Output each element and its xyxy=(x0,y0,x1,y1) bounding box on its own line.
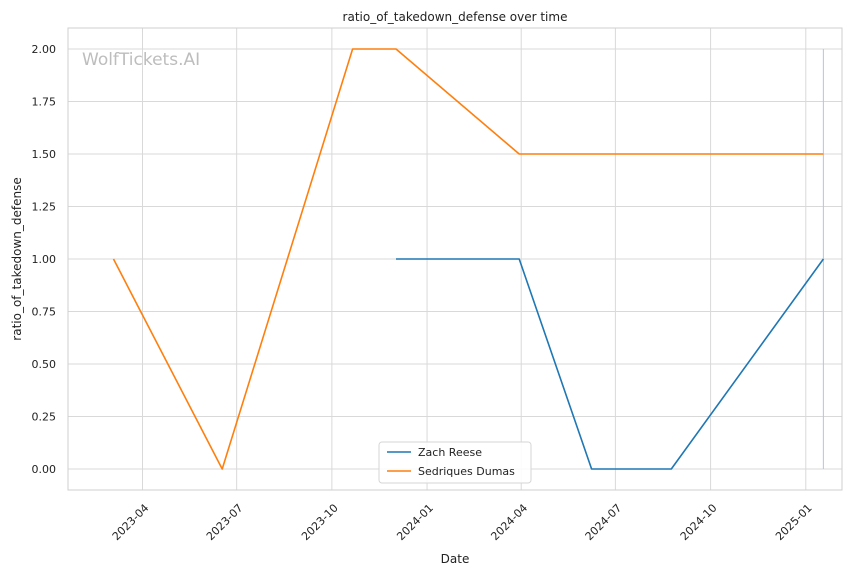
y-tick-label: 0.00 xyxy=(32,463,57,476)
y-axis-title: ratio_of_takedown_defense xyxy=(10,177,24,340)
watermark: WolfTickets.AI xyxy=(82,50,200,70)
legend-box xyxy=(378,441,532,484)
y-tick-label: 1.00 xyxy=(32,253,57,266)
series-lines xyxy=(112,48,825,470)
legend-label-zach-reese: Zach Reese xyxy=(418,446,482,459)
y-tick-label: 0.75 xyxy=(32,306,57,319)
series-line-zach-reese xyxy=(396,258,825,470)
series-line-sedriques-dumas xyxy=(112,48,824,470)
legend: Zach Reese Sedriques Dumas xyxy=(378,441,532,484)
y-tick-label: 1.75 xyxy=(32,96,57,109)
y-tick-label: 2.00 xyxy=(32,43,57,56)
y-tick-label: 1.50 xyxy=(32,148,57,161)
y-tick-label: 0.50 xyxy=(32,358,57,371)
chart-title: ratio_of_takedown_defense over time xyxy=(343,10,568,24)
y-axis-ticks: 0.00 0.25 0.50 0.75 1.00 1.25 1.50 1.75 2.00 xyxy=(32,43,57,476)
y-tick-label: 0.25 xyxy=(32,411,57,424)
legend-label-sedriques-dumas: Sedriques Dumas xyxy=(418,465,515,478)
y-tick-label: 1.25 xyxy=(32,201,57,214)
plot-frame xyxy=(67,27,843,491)
grid xyxy=(68,28,842,490)
x-axis-title: Date xyxy=(441,552,470,566)
